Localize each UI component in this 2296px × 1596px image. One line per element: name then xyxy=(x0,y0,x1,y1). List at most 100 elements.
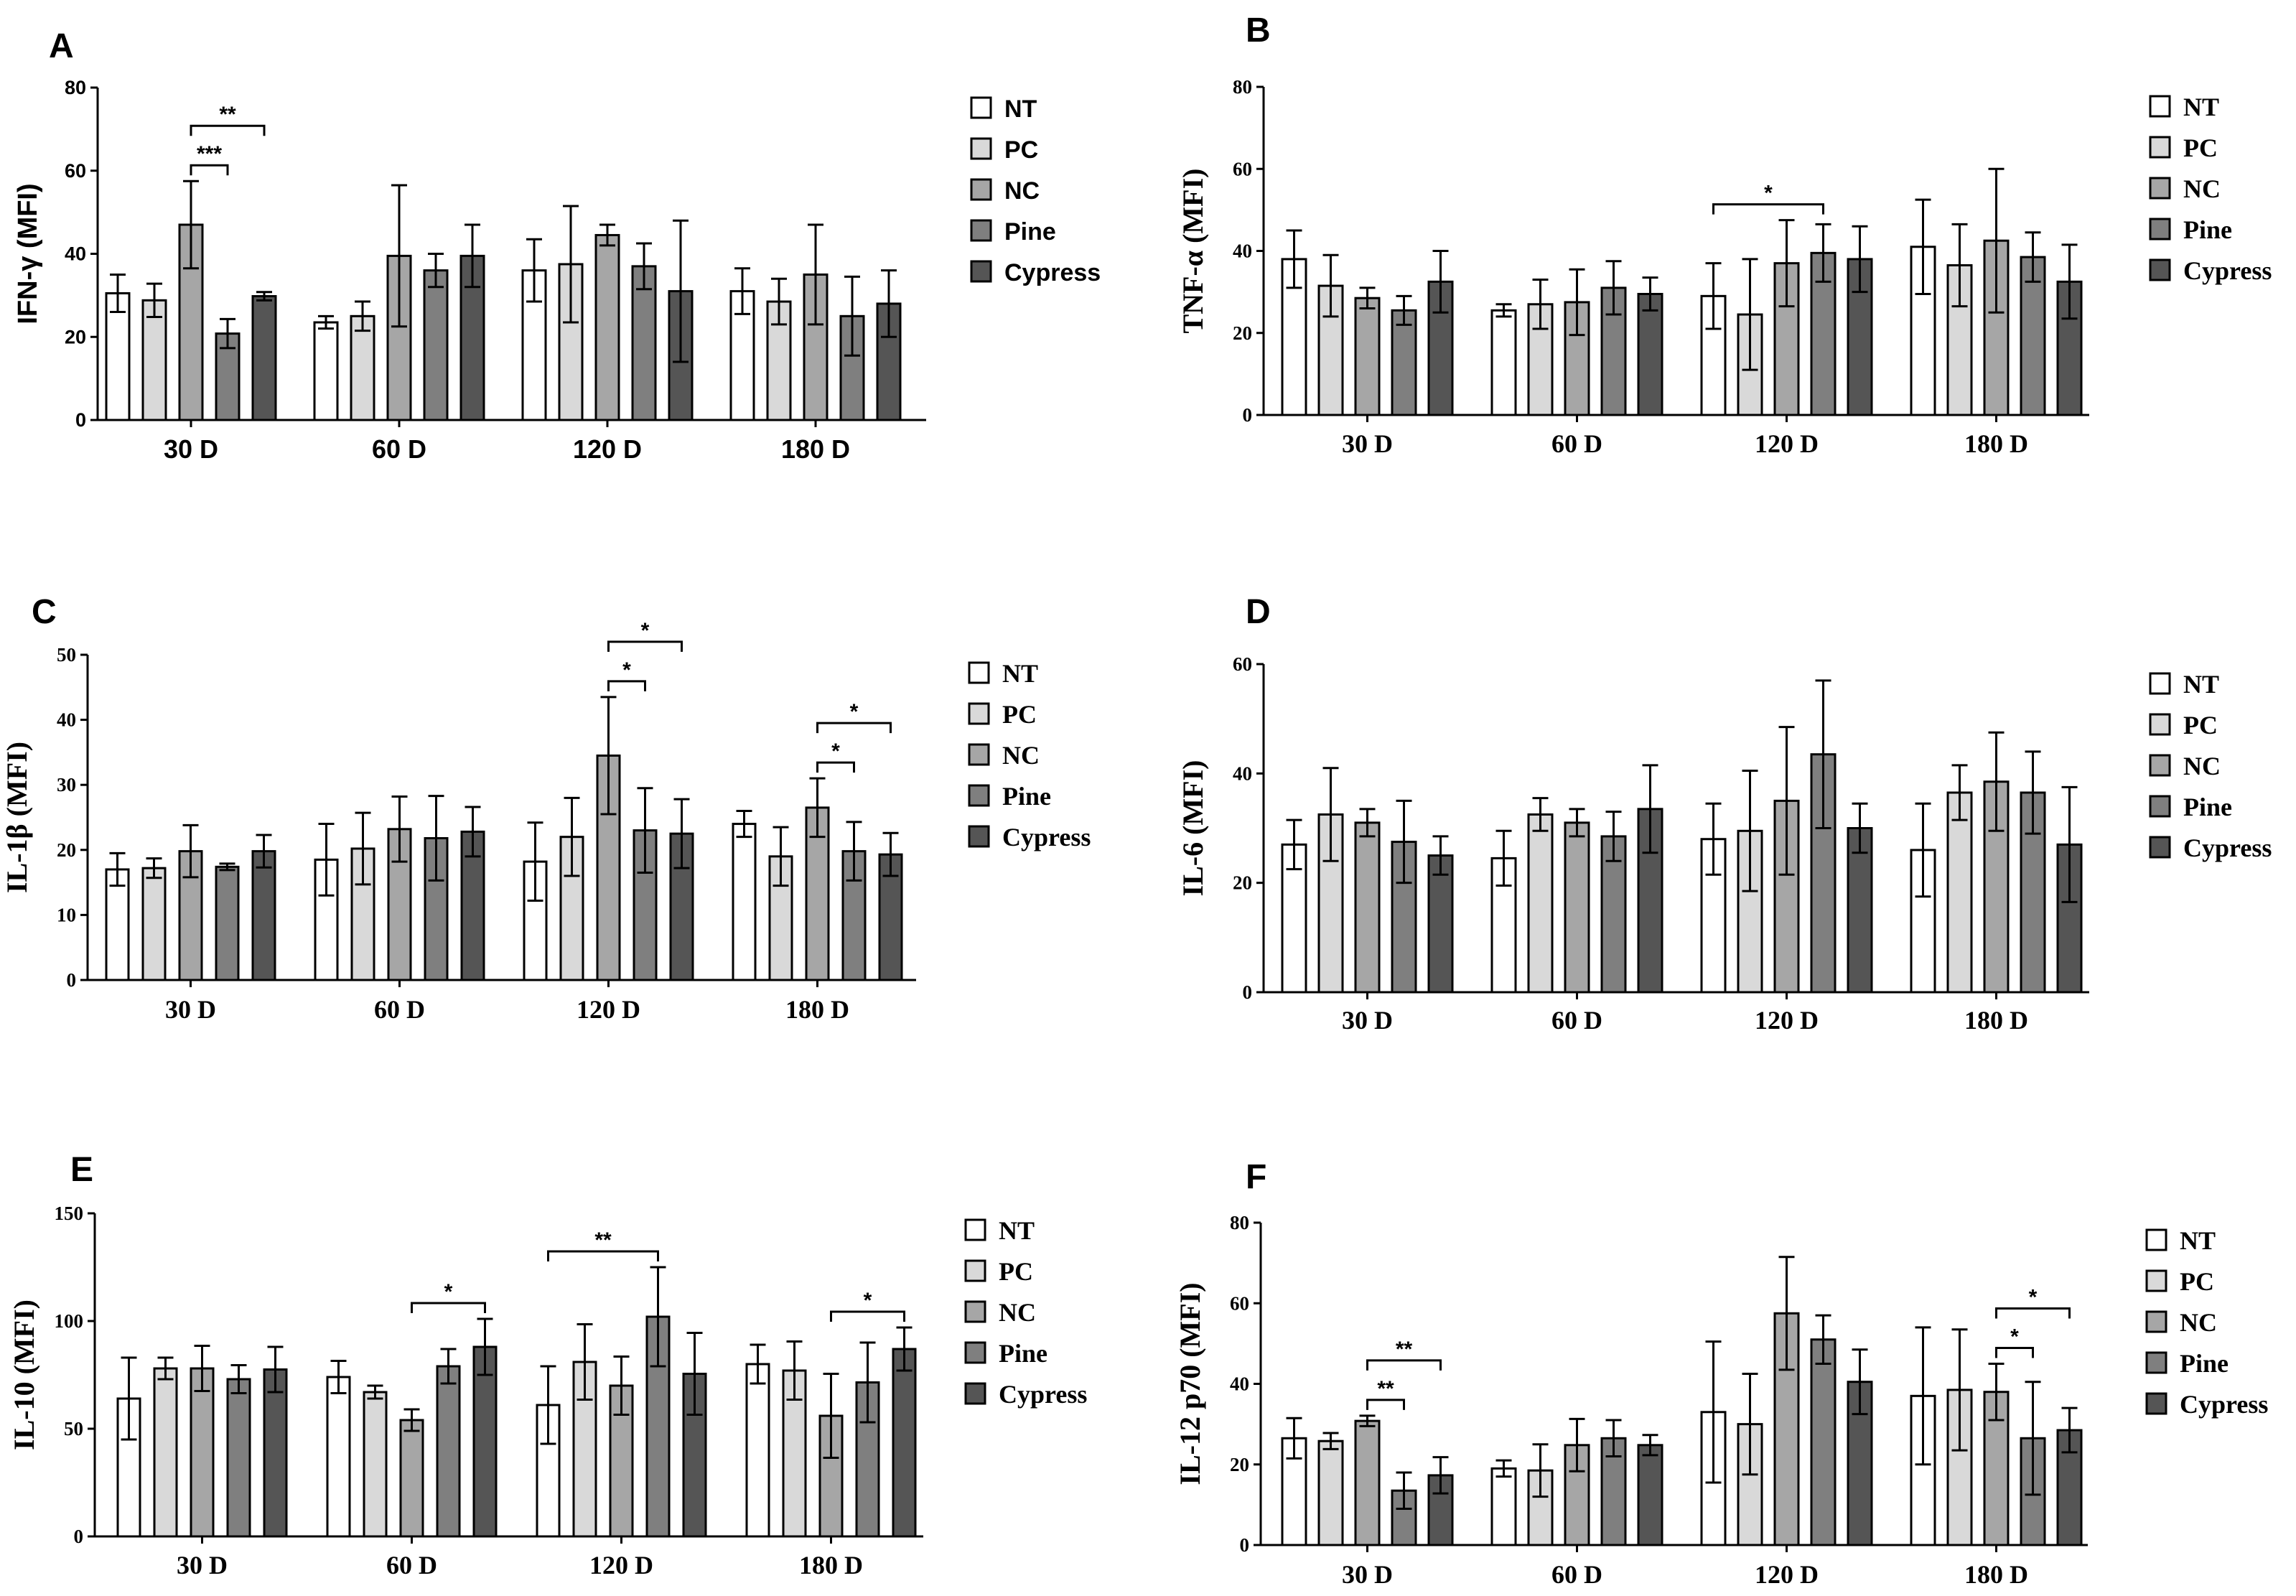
legend-label-pine: Pine xyxy=(2180,1349,2229,1378)
bar-nc-30d xyxy=(1354,297,1381,416)
legend-swatch-pine xyxy=(964,1341,986,1364)
significance-bracket: * xyxy=(607,658,646,691)
legend-label-pc: PC xyxy=(2183,711,2218,739)
legend-swatch-nc xyxy=(968,743,990,766)
x-tick-label: 180 D xyxy=(785,995,849,1024)
bracket-line xyxy=(1366,1399,1405,1410)
legend-label-nc: NC xyxy=(2183,752,2221,780)
x-tick-label: 30 D xyxy=(177,1551,228,1579)
legend-swatch-cypress xyxy=(2149,836,2171,859)
significance-label: * xyxy=(641,619,650,643)
legend-label-nt: NT xyxy=(999,1216,1035,1245)
legend-swatch-pc xyxy=(2145,1269,2167,1292)
significance-label: *** xyxy=(197,142,222,166)
significance-bracket: * xyxy=(830,1289,905,1322)
x-tick-label: 120 D xyxy=(1755,1006,1819,1035)
bar-nc-30d xyxy=(190,1367,215,1538)
legend-label-pine: Pine xyxy=(2183,215,2232,244)
y-tick-label: 20 xyxy=(1230,1454,1249,1475)
legend-label-cypress: Cypress xyxy=(2180,1390,2268,1419)
x-tick-label: 180 D xyxy=(1964,1006,2028,1035)
y-tick-label: 60 xyxy=(65,160,86,182)
bracket-line xyxy=(190,124,266,136)
panel-letter: E xyxy=(70,1151,93,1189)
significance-label: * xyxy=(622,658,631,682)
legend-swatch-cypress xyxy=(970,260,992,283)
legend-label-cypress: Cypress xyxy=(999,1380,1087,1409)
legend-swatch-nc xyxy=(964,1300,986,1323)
significance-bracket: * xyxy=(1995,1325,2034,1358)
legend-swatch-nt xyxy=(964,1218,986,1241)
legend-swatch-nt xyxy=(2149,672,2171,695)
y-tick-label: 0 xyxy=(67,969,77,991)
bar-cypress-30d xyxy=(1427,854,1454,994)
x-tick-label: 60 D xyxy=(1551,1006,1602,1035)
x-tick-label: 120 D xyxy=(1755,1560,1819,1589)
y-tick-label: 50 xyxy=(64,1418,83,1439)
bar-pc-30d xyxy=(1317,1439,1344,1546)
bar-nc-180d xyxy=(818,1414,844,1538)
panel-letter: F xyxy=(1246,1158,1266,1196)
y-axis-label: IL-6 (MFI) xyxy=(1177,760,1209,897)
legend-swatch-cypress xyxy=(968,825,990,848)
legend-swatch-pc xyxy=(964,1259,986,1282)
x-tick-label: 60 D xyxy=(372,434,426,464)
y-tick-label: 40 xyxy=(1233,762,1252,784)
legend: NT PC NC Pine Cypress xyxy=(968,659,1091,851)
bracket-line xyxy=(190,164,229,176)
significance-bracket: * xyxy=(607,619,683,652)
legend-swatch-pc xyxy=(2149,713,2171,736)
y-tick-label: 60 xyxy=(1233,653,1252,675)
legend-label-nc: NC xyxy=(1002,741,1040,770)
legend-swatch-pc xyxy=(968,702,990,725)
bar-nt-60d xyxy=(1490,309,1517,416)
bar-pine-30d xyxy=(1391,309,1417,416)
significance-label: ** xyxy=(1396,1338,1413,1361)
bar-cypress-30d xyxy=(263,1368,288,1538)
significance-label: * xyxy=(864,1289,872,1312)
bar-pc-30d xyxy=(141,299,167,421)
bar-nt-30d xyxy=(105,291,131,421)
bar-nt-180d xyxy=(1910,1394,1936,1546)
y-tick-label: 80 xyxy=(1230,1212,1249,1233)
y-tick-label: 0 xyxy=(1243,404,1253,426)
bar-nc-30d xyxy=(1354,821,1381,994)
y-axis-label: TNF-α (MFI) xyxy=(1177,168,1209,333)
significance-label: ** xyxy=(594,1228,612,1252)
x-tick-label: 120 D xyxy=(589,1551,653,1579)
bracket-line xyxy=(816,722,892,734)
legend-label-cypress: Cypress xyxy=(2183,834,2272,862)
bar-pine-120d xyxy=(1810,251,1837,416)
bar-nc-60d xyxy=(1564,821,1590,994)
bar-nt-60d xyxy=(314,858,339,981)
bar-pine-60d xyxy=(1600,835,1627,994)
bar-pc-60d xyxy=(363,1391,388,1538)
legend-label-nc: NC xyxy=(2183,174,2221,203)
y-tick-label: 40 xyxy=(65,243,86,265)
legend-label-pc: PC xyxy=(2180,1267,2214,1296)
bar-cypress-180d xyxy=(892,1348,917,1538)
significance-bracket: * xyxy=(1995,1285,2071,1319)
y-tick-label: 100 xyxy=(55,1310,84,1332)
significance-label: * xyxy=(2029,1285,2038,1309)
bar-cypress-30d xyxy=(251,850,276,981)
y-tick-label: 30 xyxy=(57,774,76,795)
bar-nt-60d xyxy=(313,321,339,421)
bracket-line xyxy=(816,761,855,773)
bar-pc-60d xyxy=(1527,813,1554,994)
bar-nt-60d xyxy=(1490,1467,1517,1546)
x-tick-label: 120 D xyxy=(573,434,642,464)
legend-label-nt: NT xyxy=(2180,1226,2216,1255)
y-tick-label: 60 xyxy=(1230,1292,1249,1314)
y-tick-label: 40 xyxy=(1233,241,1252,262)
panel-A: A IFN-γ (MFI) 0 20 40 60 80 30 D 60 D 120 D 180 D *… xyxy=(13,27,1101,464)
legend: NT PC NC Pine Cypress xyxy=(970,95,1101,286)
legend-label-cypress: Cypress xyxy=(1002,823,1091,851)
legend-label-nt: NT xyxy=(1002,659,1038,688)
bar-pc-30d xyxy=(141,867,167,981)
bracket-line xyxy=(1712,203,1824,215)
significance-label: * xyxy=(850,700,859,724)
panel-C: C IL-1β (MFI) 0 10 20 30 40 50 30 D 60 D 120 D 180 … xyxy=(1,593,1091,1024)
legend-label-pc: PC xyxy=(999,1257,1033,1286)
bar-nt-30d xyxy=(105,868,130,981)
